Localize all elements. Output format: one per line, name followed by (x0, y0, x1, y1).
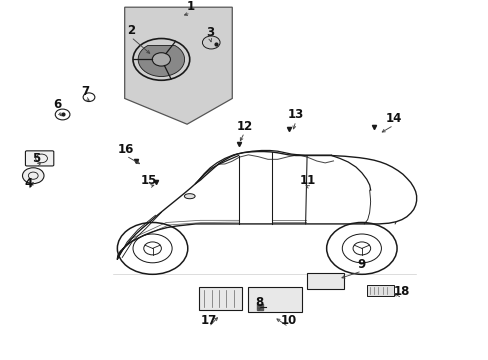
Circle shape (152, 53, 170, 66)
Circle shape (352, 242, 370, 255)
Text: 17: 17 (200, 314, 217, 327)
Text: 13: 13 (287, 108, 304, 121)
Text: 7: 7 (81, 85, 89, 98)
Text: 8: 8 (255, 296, 263, 309)
FancyBboxPatch shape (248, 287, 301, 312)
FancyBboxPatch shape (366, 285, 393, 296)
Text: 3: 3 (206, 26, 214, 39)
Circle shape (202, 36, 220, 49)
FancyBboxPatch shape (25, 151, 54, 166)
Text: 5: 5 (33, 152, 41, 165)
Polygon shape (138, 46, 184, 76)
Polygon shape (124, 7, 232, 124)
Circle shape (22, 168, 44, 184)
Ellipse shape (184, 194, 195, 199)
Text: 4: 4 (24, 177, 32, 190)
Text: 9: 9 (357, 258, 365, 271)
Text: 14: 14 (385, 112, 401, 125)
Text: 2: 2 (127, 24, 135, 37)
Text: 10: 10 (280, 314, 296, 327)
Text: 6: 6 (54, 98, 61, 111)
Text: 11: 11 (299, 174, 316, 186)
Circle shape (143, 242, 161, 255)
Text: 15: 15 (141, 174, 157, 186)
Text: 1: 1 (186, 0, 194, 13)
Text: 18: 18 (393, 285, 409, 298)
Text: 12: 12 (236, 120, 252, 132)
Text: 16: 16 (118, 143, 134, 156)
FancyBboxPatch shape (306, 273, 344, 289)
FancyBboxPatch shape (198, 287, 242, 310)
